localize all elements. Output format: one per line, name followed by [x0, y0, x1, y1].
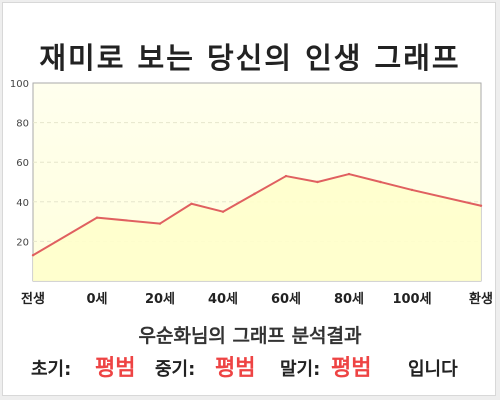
late-label: 말기:	[280, 359, 321, 380]
data-point	[479, 204, 483, 207]
x-tick-label: 20세	[145, 292, 175, 307]
mid-value: 평범	[215, 356, 256, 381]
early-label: 초기:	[31, 359, 72, 380]
x-tick-label: 전생	[21, 291, 45, 307]
y-tick-label: 20	[16, 237, 29, 248]
area-fill	[33, 174, 481, 281]
x-tick-label: 40세	[208, 292, 238, 307]
data-point	[410, 188, 414, 192]
page-title: 재미로 보는 당신의 인생 그래프	[39, 41, 461, 75]
series-line	[32, 173, 482, 257]
x-tick-label: 0세	[86, 292, 107, 307]
early-value: 평범	[95, 356, 136, 381]
y-tick-label: 80	[16, 119, 29, 130]
data-point	[31, 254, 35, 257]
x-tick-label: 환생	[469, 291, 493, 307]
y-tick-label: 60	[16, 158, 29, 169]
result-card: 재미로 보는 당신의 인생 그래프 20 40 60 80 100 전생 0세 20세 40세…	[2, 2, 496, 396]
result-summary: 초기: 평범 중기: 평범 말기: 평범 입니다	[3, 348, 497, 382]
x-tick-label: 80세	[334, 292, 364, 307]
data-point	[158, 222, 162, 225]
x-tick-label: 100세	[392, 292, 431, 307]
data-point	[221, 210, 225, 213]
x-tick-label: 60세	[271, 292, 301, 307]
result-suffix: 입니다	[408, 359, 458, 380]
mid-label: 중기:	[155, 359, 196, 380]
data-point	[253, 192, 256, 196]
data-point	[379, 180, 382, 184]
data-point	[316, 180, 319, 184]
life-graph-chart: 20 40 60 80 100 전생 0세 20세 40세 60세 80세 100세 환생	[10, 79, 493, 307]
analysis-subtitle: 우순화님의 그래프 분석결과	[138, 325, 362, 347]
late-value: 평범	[331, 356, 372, 381]
y-tick-label: 100	[10, 79, 29, 90]
y-tick-label: 40	[16, 198, 29, 209]
data-point	[347, 172, 351, 176]
data-point	[190, 202, 193, 205]
data-point	[95, 216, 99, 219]
data-point	[284, 174, 288, 178]
